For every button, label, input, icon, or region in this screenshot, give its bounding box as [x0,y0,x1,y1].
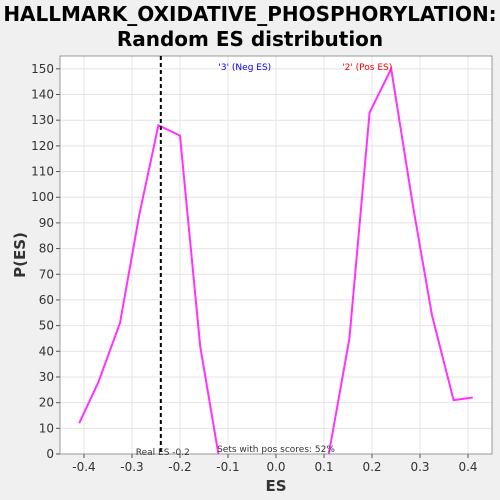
pos-scores-label: Sets with pos scores: 52% [217,445,335,455]
y-tick-label: 40 [39,344,54,358]
y-tick-label: 150 [31,62,54,76]
x-tick-label: -0.4 [72,460,95,474]
x-tick-label: -0.3 [120,460,143,474]
real-es-label: Real ES -0.2 [136,448,190,458]
x-tick-label: 0.1 [314,460,333,474]
y-tick-label: 0 [46,447,54,461]
x-tick-label: -0.2 [168,460,191,474]
series-line [327,65,473,455]
x-axis-label: ES [265,477,286,495]
y-tick-label: 120 [31,139,54,153]
neg-es-label: '3' (Neg ES) [218,63,271,73]
y-tick-label: 10 [39,421,54,435]
y-tick-label: 110 [31,165,54,179]
x-tick-label: 0.4 [458,460,477,474]
x-tick-label: -0.1 [216,460,239,474]
y-tick-label: 60 [39,293,54,307]
chart-title: HALLMARK_OXIDATIVE_PHOSPHORYLATION: Rand… [0,2,500,52]
x-tick-label: 0.2 [362,460,381,474]
y-tick-label: 80 [39,242,54,256]
series-line [78,123,220,455]
y-tick-label: 100 [31,190,54,204]
y-tick-label: 70 [39,267,54,281]
y-tick-label: 20 [39,396,54,410]
y-tick-label: 50 [39,319,54,333]
y-tick-label: 140 [31,88,54,102]
x-tick-label: 0.3 [410,460,429,474]
y-tick-label: 30 [39,370,54,384]
chart-title-line2: Random ES distribution [116,27,384,51]
pos-es-label: '2' (Pos ES) [342,63,392,73]
y-tick-label: 90 [39,216,54,230]
y-axis-label: P(ES) [11,232,29,278]
x-tick-label: 0.0 [266,460,285,474]
chart-title-line1: HALLMARK_OXIDATIVE_PHOSPHORYLATION: [3,2,497,26]
y-tick-label: 130 [31,113,54,127]
